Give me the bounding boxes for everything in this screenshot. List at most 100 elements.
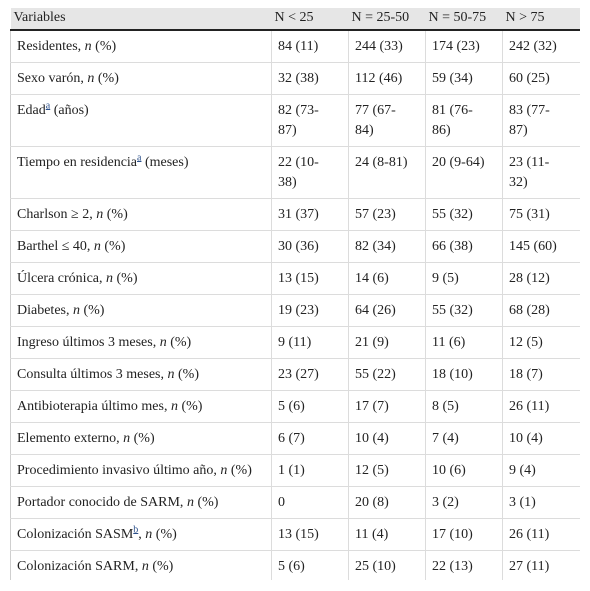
value-cell: 14 (6) — [348, 262, 426, 295]
value-cell: 60 (25) — [502, 62, 580, 95]
cell-text: 244 (33) — [355, 39, 403, 54]
cell-text: 17 (7) — [355, 399, 389, 414]
value-cell: 12 (5) — [502, 326, 580, 359]
label-text: n — [84, 39, 92, 54]
table-row: Ingreso últimos 3 meses, n (%) 9 (11) 21 (… — [10, 326, 580, 359]
cell-text: 64 (26) — [355, 303, 396, 318]
cell-text: 10 (6) — [432, 463, 466, 478]
label-text: n — [72, 303, 80, 318]
label-text: (%) — [227, 463, 252, 478]
label-text: (%) — [148, 559, 174, 574]
label-text: n — [123, 431, 131, 446]
label-text: Colonización SARM, — [17, 559, 142, 574]
value-cell: 31 (37) — [271, 198, 349, 231]
table-row: Colonización SASMb, n (%) 13 (15) 11 (4) 17… — [10, 518, 580, 551]
cell-text: 6 (7) — [278, 431, 305, 446]
value-cell: 23 (27) — [271, 358, 349, 391]
value-cell: 17 (10) — [425, 518, 503, 551]
value-cell: 77 (67-84) — [348, 94, 426, 147]
value-cell: 0 — [271, 486, 349, 519]
cell-text: 82 (73-87) — [278, 103, 319, 138]
cell-text: 55 (32) — [432, 207, 473, 222]
value-cell: 112 (46) — [348, 62, 426, 95]
label-text: Elemento externo, — [17, 431, 124, 446]
row-label: Elemento externo, n (%) — [10, 422, 272, 455]
value-cell: 7 (4) — [425, 422, 503, 455]
cell-text: 60 (25) — [509, 71, 550, 86]
value-cell: 26 (11) — [502, 518, 580, 551]
cell-text: 9 (4) — [509, 463, 536, 478]
value-cell: 8 (5) — [425, 390, 503, 423]
value-cell: 23 (11-32) — [502, 146, 580, 199]
cell-text: 11 (4) — [355, 527, 389, 542]
cell-text: 82 (34) — [355, 239, 396, 254]
value-cell: 242 (32) — [502, 29, 580, 63]
row-label: Barthel ≤ 40, n (%) — [10, 230, 272, 263]
label-text: n — [220, 463, 228, 478]
cell-text: 55 (22) — [355, 367, 396, 382]
value-cell: 20 (9-64) — [425, 146, 503, 199]
cell-text: 24 (8-81) — [355, 155, 408, 170]
label-text: (%) — [100, 239, 126, 254]
label-text: Portador conocido de SARM, — [17, 495, 187, 510]
value-cell: 24 (8-81) — [348, 146, 426, 199]
value-cell: 66 (38) — [425, 230, 503, 263]
value-cell: 25 (10) — [348, 550, 426, 580]
cell-text: 77 (67-84) — [355, 103, 396, 138]
value-cell: 11 (4) — [348, 518, 426, 551]
row-label: Antibioterapia último mes, n (%) — [10, 390, 272, 423]
value-cell: 26 (11) — [502, 390, 580, 423]
value-cell: 82 (73-87) — [271, 94, 349, 147]
cell-text: 12 (5) — [509, 335, 543, 350]
label-text: Residentes, — [17, 39, 85, 54]
cell-text: 11 (6) — [432, 335, 466, 350]
label-text: Barthel ≤ 40, — [17, 239, 94, 254]
value-cell: 55 (32) — [425, 294, 503, 327]
cell-text: 23 (11-32) — [509, 155, 550, 190]
value-cell: 82 (34) — [348, 230, 426, 263]
cell-text: 68 (28) — [509, 303, 550, 318]
row-label: Úlcera crónica, n (%) — [10, 262, 272, 295]
value-cell: 55 (22) — [348, 358, 426, 391]
table-row: Diabetes, n (%) 19 (23) 64 (26) 55 (32) 68 (… — [10, 294, 580, 327]
cell-text: 242 (32) — [509, 39, 557, 54]
cell-text: 20 (9-64) — [432, 155, 485, 170]
cell-text: 31 (37) — [278, 207, 319, 222]
value-cell: 20 (8) — [348, 486, 426, 519]
cell-text: 0 — [278, 495, 285, 510]
value-cell: 18 (7) — [502, 358, 580, 391]
label-text: n — [141, 559, 149, 574]
value-cell: 1 (1) — [271, 454, 349, 487]
label-text: (%) — [113, 271, 138, 286]
cell-text: 8 (5) — [432, 399, 459, 414]
value-cell: 9 (5) — [425, 262, 503, 295]
value-cell: 5 (6) — [271, 390, 349, 423]
row-label: Consulta últimos 3 meses, n (%) — [10, 358, 272, 391]
value-cell: 21 (9) — [348, 326, 426, 359]
label-text: Sexo varón, — [17, 71, 88, 86]
label-text: (%) — [166, 335, 192, 350]
label-text: (%) — [193, 495, 219, 510]
table-row: Antibioterapia último mes, n (%) 5 (6) 17 … — [10, 390, 580, 423]
label-text: Úlcera crónica, — [17, 271, 106, 286]
row-label: Charlson ≥ 2, n (%) — [10, 198, 272, 231]
cell-text: 5 (6) — [278, 399, 305, 414]
row-label: Diabetes, n (%) — [10, 294, 272, 327]
cell-text: 3 (1) — [509, 495, 536, 510]
value-cell: 75 (31) — [502, 198, 580, 231]
table-head: Variables N < 25 N = 25-50 N = 50-75 N > 75 — [10, 8, 580, 31]
value-cell: 6 (7) — [271, 422, 349, 455]
cell-text: 21 (9) — [355, 335, 389, 350]
value-cell: 3 (2) — [425, 486, 503, 519]
value-cell: 83 (77-87) — [502, 94, 580, 147]
label-text: n — [159, 335, 167, 350]
cell-text: 28 (12) — [509, 271, 550, 286]
cell-text: 84 (11) — [278, 39, 319, 54]
header-cell: N < 25 — [271, 8, 349, 31]
value-cell: 30 (36) — [271, 230, 349, 263]
label-text: (%) — [130, 431, 155, 446]
row-label: Edada (años) — [10, 94, 272, 147]
cell-text: 17 (10) — [432, 527, 473, 542]
value-cell: 32 (38) — [271, 62, 349, 95]
